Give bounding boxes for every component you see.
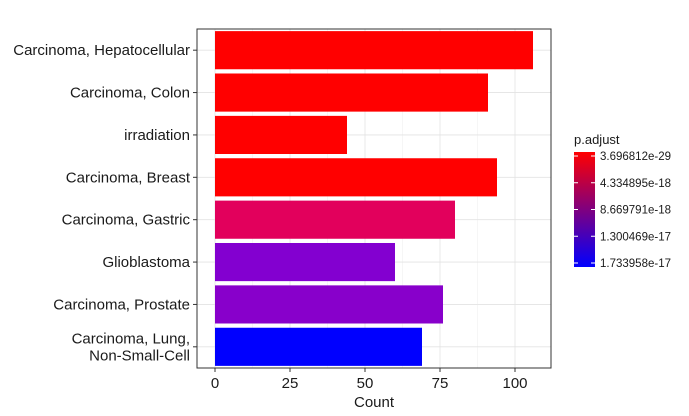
bar [215,200,455,239]
category-label: Carcinoma, Gastric [62,212,191,229]
category-label: Carcinoma, Colon [70,85,190,102]
bars [215,31,533,366]
legend-colorbar [574,152,595,267]
bar [215,73,488,112]
bar [215,285,443,324]
x-tick-label: 25 [282,375,299,392]
x-axis-title: Count [354,394,395,411]
category-label: Carcinoma, Lung, Non-Small-Cell [72,330,190,364]
x-tick-label: 0 [211,375,219,392]
bar [215,115,347,155]
legend-label: 1.733958e-17 [600,258,671,270]
legend-label: 3.696812e-29 [600,151,671,163]
bar [215,242,395,282]
bar [215,327,422,366]
category-label: Carcinoma, Prostate [53,296,190,313]
x-axis: 0 25 50 75 100 [211,368,528,392]
plot-border [196,28,552,369]
bar [215,31,533,70]
bar [215,158,497,197]
legend-label: 1.300469e-17 [600,231,671,243]
legend-label: 8.669791e-18 [600,205,671,217]
category-label: Carcinoma, Breast [66,169,191,186]
legend: p.adjust 3.696812e-29 4.334895e-18 8.66979… [574,132,671,270]
x-tick-label: 75 [432,375,449,392]
y-axis: Carcinoma, Hepatocellular Carcinoma, Colo… [13,42,197,364]
category-label: irradiation [124,127,190,144]
x-tick-label: 100 [502,375,527,392]
legend-title: p.adjust [574,132,620,147]
legend-label: 4.334895e-18 [600,178,671,190]
x-tick-label: 50 [357,375,374,392]
category-label: Carcinoma, Hepatocellular [13,42,190,59]
category-label: Glioblastoma [102,254,190,271]
